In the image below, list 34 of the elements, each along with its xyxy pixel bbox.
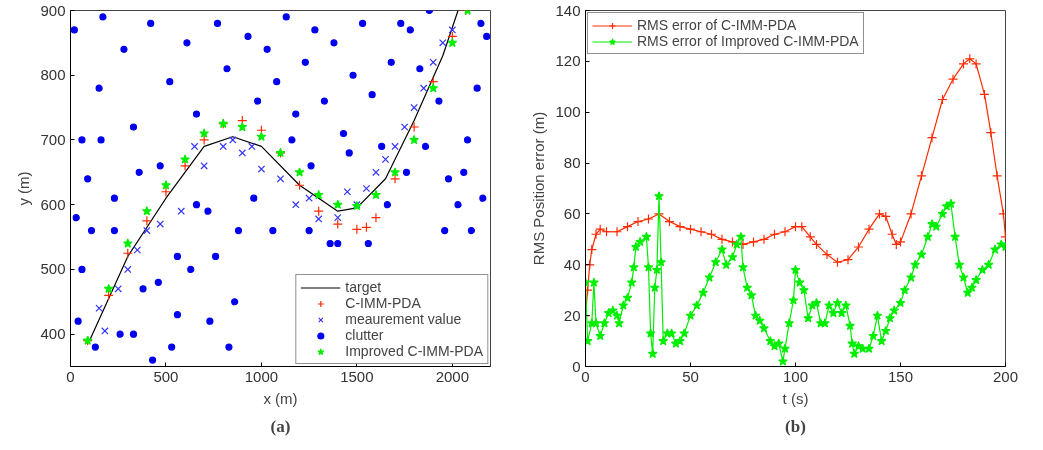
y-tick-label: 400 <box>40 325 66 343</box>
y-tick-label: 20 <box>563 306 581 324</box>
x-tick-label: 1000 <box>244 367 279 385</box>
legend-label: RMS error of C-IMM-PDA <box>637 17 797 33</box>
x-tick-label: 50 <box>682 367 699 385</box>
x-tick-label: 1500 <box>340 367 374 385</box>
x-tick-label: 100 <box>782 367 809 385</box>
x-tick-label: 2000 <box>435 367 470 385</box>
x-tick-label: 500 <box>153 367 179 385</box>
y-tick-label: 800 <box>40 66 66 84</box>
legend-label: RMS error of Improved C-IMM-PDA <box>637 33 859 49</box>
y-tick-label: 700 <box>40 130 66 148</box>
text: (b) <box>785 416 806 436</box>
y-tick-label: 80 <box>563 154 581 172</box>
y-tick-label: 900 <box>40 1 66 19</box>
y-tick-label: 600 <box>40 195 66 213</box>
x-axis-title: x (m) <box>263 389 298 407</box>
legend-label: C-IMM-PDA <box>345 295 421 311</box>
x-tick-label: 150 <box>887 367 914 385</box>
y-tick-label: 100 <box>555 103 581 121</box>
y-axis-title: RMS Position error (m) <box>530 111 548 266</box>
x-tick-label: 200 <box>992 367 1019 385</box>
y-tick-label: 40 <box>563 255 581 273</box>
legend-label: meaurement value <box>345 311 462 327</box>
text: (a) <box>270 416 291 436</box>
y-tick-label: 500 <box>40 260 66 278</box>
y-axis-title: y (m) <box>15 171 33 206</box>
y-tick-label: 60 <box>563 204 581 222</box>
legend-label: Improved C-IMM-PDA <box>345 343 483 359</box>
x-axis-title: t (s) <box>782 389 809 407</box>
legend-label: target <box>345 279 382 295</box>
legend-label: clutter <box>345 327 384 343</box>
y-tick-label: 140 <box>555 1 581 19</box>
y-tick-label: 120 <box>555 52 581 70</box>
